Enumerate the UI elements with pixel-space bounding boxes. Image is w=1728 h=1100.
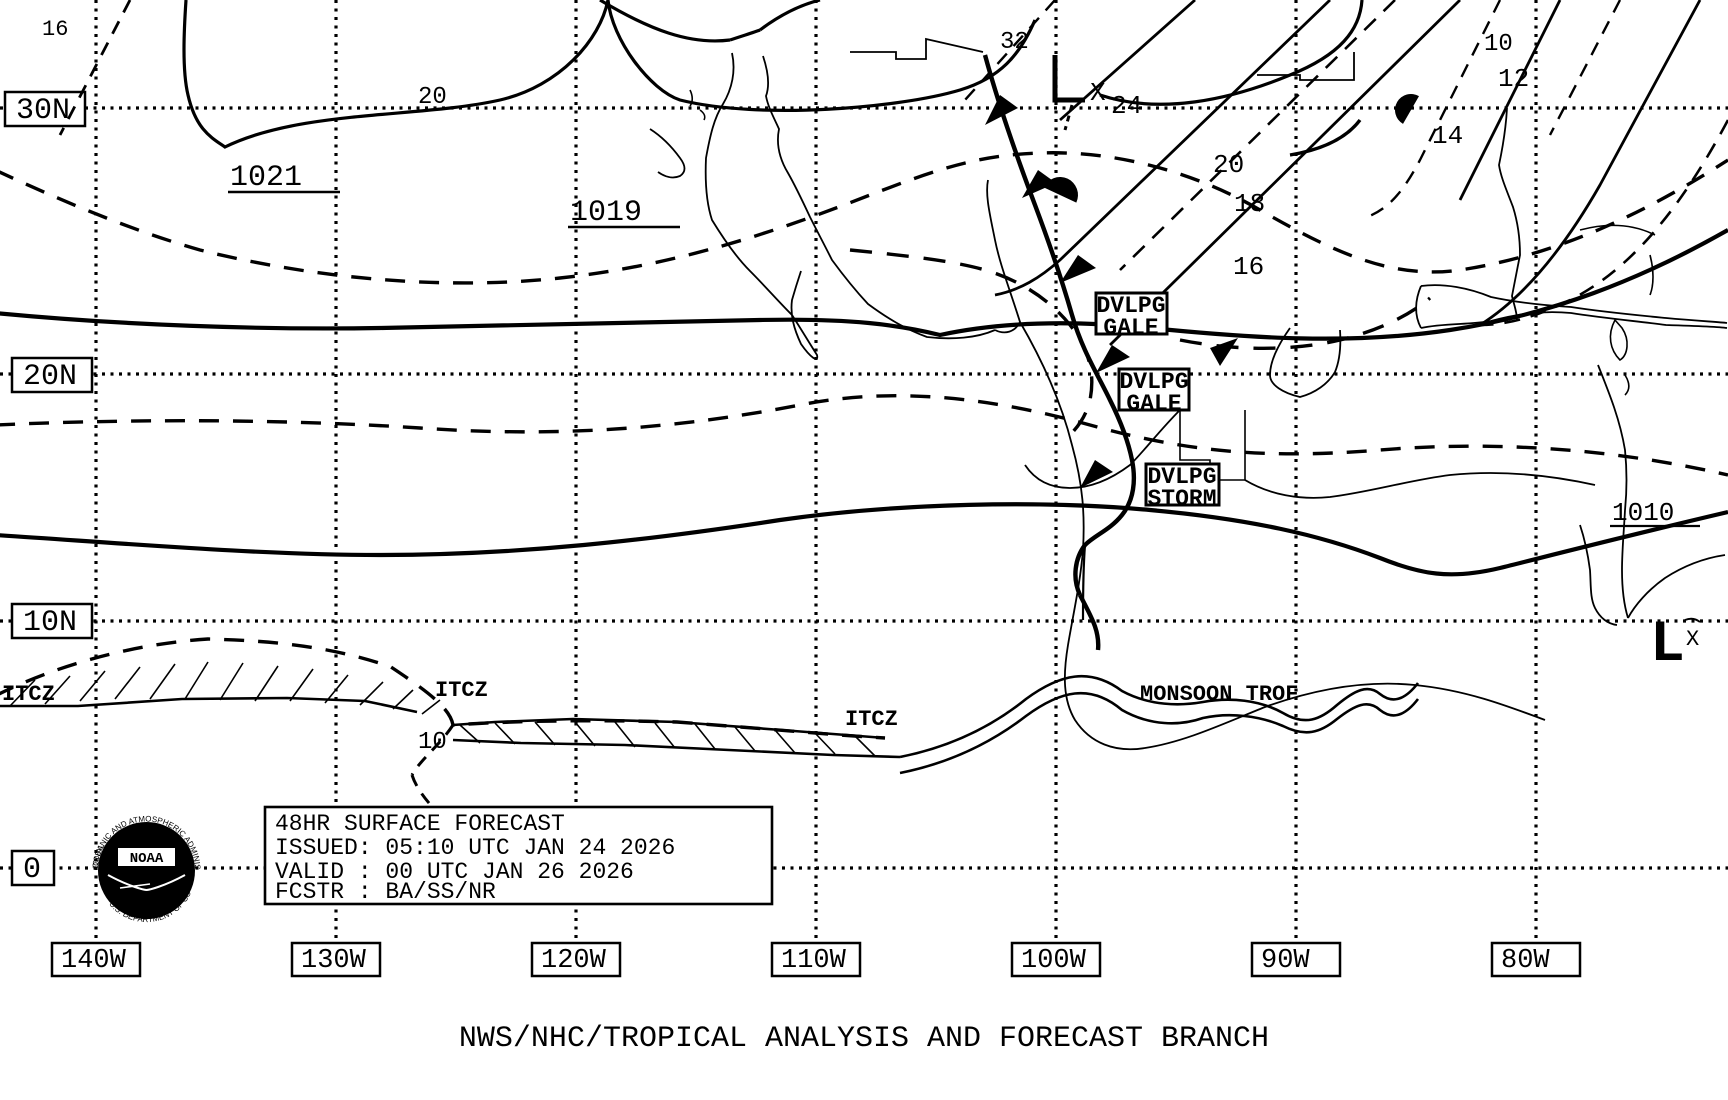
svg-text:18: 18: [1234, 189, 1265, 219]
svg-text:130W: 130W: [301, 946, 367, 976]
svg-text:10N: 10N: [23, 606, 77, 640]
svg-text:ITCZ: ITCZ: [2, 682, 55, 707]
svg-text:48HR SURFACE FORECAST: 48HR SURFACE FORECAST: [275, 811, 565, 837]
svg-text:24: 24: [1111, 91, 1142, 121]
svg-text:80W: 80W: [1501, 946, 1550, 976]
svg-text:NWS/NHC/TROPICAL ANALYSIS AND: NWS/NHC/TROPICAL ANALYSIS AND FORECAST B…: [459, 1022, 1269, 1056]
svg-text:X: X: [1686, 627, 1699, 652]
svg-text:ITCZ: ITCZ: [845, 707, 898, 732]
svg-text:GALE: GALE: [1126, 391, 1181, 417]
svg-text:16: 16: [1233, 252, 1264, 282]
svg-text:140W: 140W: [61, 946, 127, 976]
svg-text:NOAA: NOAA: [130, 851, 164, 867]
svg-text:ISSUED: 05:10 UTC JAN 24 2026: ISSUED: 05:10 UTC JAN 24 2026: [275, 835, 675, 861]
svg-text:ITCZ: ITCZ: [435, 678, 488, 703]
svg-text:12: 12: [1498, 64, 1529, 94]
svg-text:L: L: [1650, 613, 1685, 678]
svg-text:14: 14: [1432, 121, 1463, 151]
svg-text:NATIONAL: NATIONAL: [0, 0, 107, 868]
svg-text:10: 10: [1484, 31, 1513, 58]
svg-text:20: 20: [418, 84, 447, 111]
svg-text:0: 0: [23, 853, 41, 887]
svg-text:32: 32: [1000, 29, 1029, 56]
svg-text:FCSTR : BA/SS/NR: FCSTR : BA/SS/NR: [275, 879, 496, 905]
svg-text:16: 16: [42, 17, 68, 42]
svg-text:10: 10: [418, 729, 447, 756]
svg-text:1021: 1021: [230, 161, 302, 195]
svg-text:120W: 120W: [541, 946, 607, 976]
svg-text:OCEANIC AND ATMOSPHERIC ADMINI: OCEANIC AND ATMOSPHERIC ADMINISTRATION: [0, 0, 202, 870]
svg-text:1019: 1019: [570, 196, 642, 230]
svg-text:GALE: GALE: [1103, 315, 1158, 341]
svg-text:90W: 90W: [1261, 946, 1310, 976]
svg-text:110W: 110W: [781, 946, 847, 976]
svg-text:100W: 100W: [1021, 946, 1087, 976]
svg-text:STORM: STORM: [1147, 486, 1216, 512]
svg-text:1010: 1010: [1612, 498, 1674, 528]
svg-text:30N: 30N: [16, 94, 70, 128]
svg-text:20N: 20N: [23, 360, 77, 394]
